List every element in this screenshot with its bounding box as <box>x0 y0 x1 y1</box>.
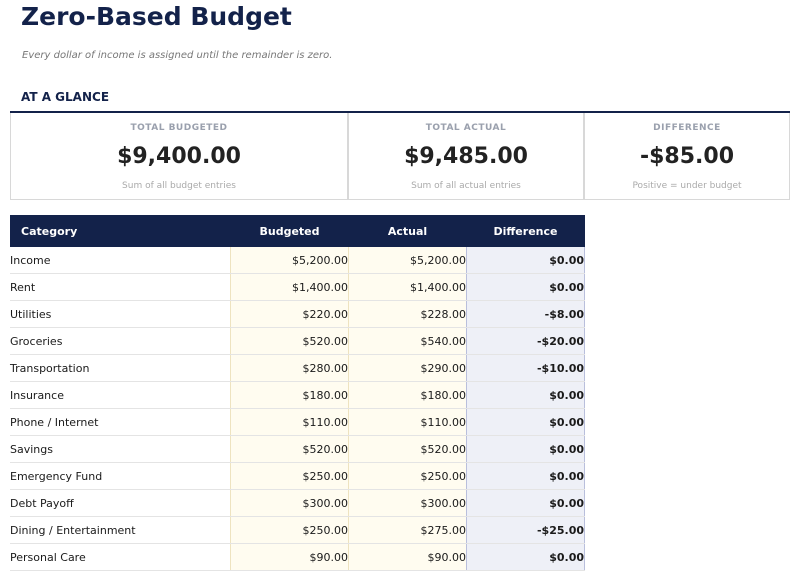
column-header: Category <box>10 215 231 247</box>
card-label: TOTAL ACTUAL <box>425 123 507 133</box>
card-value: $9,485.00 <box>404 144 528 169</box>
card-label: DIFFERENCE <box>653 123 721 133</box>
amount-cell: $290.00 <box>348 354 467 382</box>
card-note: Positive = under budget <box>632 181 742 191</box>
amount-cell: -$20.00 <box>466 327 585 355</box>
table-row: Groceries $520.00 $540.00 -$20.00 <box>10 327 585 355</box>
amount-cell: $180.00 <box>230 381 349 409</box>
category-cell: Groceries <box>10 327 231 355</box>
amount-cell: $280.00 <box>230 354 349 382</box>
amount-cell: $5,200.00 <box>230 247 349 274</box>
column-header: Budgeted <box>230 215 349 247</box>
amount-cell: $520.00 <box>230 327 349 355</box>
amount-cell: $110.00 <box>230 408 349 436</box>
summary-card: TOTAL ACTUAL $9,485.00 Sum of all actual e… <box>348 113 584 200</box>
amount-cell: $220.00 <box>230 300 349 328</box>
amount-cell: $275.00 <box>348 516 467 544</box>
amount-cell: $1,400.00 <box>348 273 467 301</box>
divider <box>10 111 790 113</box>
table-row: Dining / Entertainment $250.00 $275.00 -$25… <box>10 516 585 544</box>
subtitle: Every dollar of income is assigned until… <box>22 50 333 61</box>
category-cell: Income <box>10 247 231 274</box>
amount-cell: $0.00 <box>466 462 585 490</box>
budget-table: Category Budgeted Actual Difference Income $5… <box>10 215 585 571</box>
table-row: Savings $520.00 $520.00 $0.00 <box>10 435 585 463</box>
header-row: Category Budgeted Actual Difference <box>10 215 585 247</box>
category-cell: Rent <box>10 273 231 301</box>
amount-cell: $0.00 <box>466 435 585 463</box>
title: Zero-Based Budget <box>21 2 292 31</box>
amount-cell: -$25.00 <box>466 516 585 544</box>
amount-cell: $300.00 <box>230 489 349 517</box>
amount-cell: $250.00 <box>348 462 467 490</box>
category-cell: Dining / Entertainment <box>10 516 231 544</box>
card-value: $9,400.00 <box>117 144 241 169</box>
column-header: Difference <box>466 215 585 247</box>
card-note: Sum of all actual entries <box>411 181 521 191</box>
amount-cell: $520.00 <box>348 435 467 463</box>
summary-card: TOTAL BUDGETED $9,400.00 Sum of all budget… <box>10 113 348 200</box>
amount-cell: $0.00 <box>466 408 585 436</box>
category-cell: Savings <box>10 435 231 463</box>
table-row: Transportation $280.00 $290.00 -$10.00 <box>10 354 585 382</box>
category-cell: Insurance <box>10 381 231 409</box>
table-row: Phone / Internet $110.00 $110.00 $0.00 <box>10 408 585 436</box>
amount-cell: $90.00 <box>230 543 349 571</box>
amount-cell: $0.00 <box>466 381 585 409</box>
table-row: Emergency Fund $250.00 $250.00 $0.00 <box>10 462 585 490</box>
amount-cell: -$8.00 <box>466 300 585 328</box>
table-row: Insurance $180.00 $180.00 $0.00 <box>10 381 585 409</box>
amount-cell: $110.00 <box>348 408 467 436</box>
category-cell: Transportation <box>10 354 231 382</box>
amount-cell: $0.00 <box>466 247 585 274</box>
amount-cell: $250.00 <box>230 516 349 544</box>
summary-cards: TOTAL BUDGETED $9,400.00 Sum of all budget… <box>10 113 790 200</box>
table-row: Utilities $220.00 $228.00 -$8.00 <box>10 300 585 328</box>
amount-cell: $0.00 <box>466 489 585 517</box>
amount-cell: $180.00 <box>348 381 467 409</box>
category-cell: Utilities <box>10 300 231 328</box>
amount-cell: $1,400.00 <box>230 273 349 301</box>
amount-cell: $228.00 <box>348 300 467 328</box>
amount-cell: $5,200.00 <box>348 247 467 274</box>
section-heading: AT A GLANCE <box>21 90 110 104</box>
category-cell: Debt Payoff <box>10 489 231 517</box>
amount-cell: -$10.00 <box>466 354 585 382</box>
card-note: Sum of all budget entries <box>122 181 236 191</box>
category-cell: Emergency Fund <box>10 462 231 490</box>
summary-card: DIFFERENCE -$85.00 Positive = under budget <box>584 113 790 200</box>
amount-cell: $300.00 <box>348 489 467 517</box>
amount-cell: $0.00 <box>466 273 585 301</box>
amount-cell: $0.00 <box>466 543 585 571</box>
table-row: Rent $1,400.00 $1,400.00 $0.00 <box>10 273 585 301</box>
amount-cell: $90.00 <box>348 543 467 571</box>
amount-cell: $540.00 <box>348 327 467 355</box>
category-cell: Phone / Internet <box>10 408 231 436</box>
category-cell: Personal Care <box>10 543 231 571</box>
column-header: Actual <box>348 215 467 247</box>
table-row: Income $5,200.00 $5,200.00 $0.00 <box>10 247 585 274</box>
table-row: Debt Payoff $300.00 $300.00 $0.00 <box>10 489 585 517</box>
table-row: Personal Care $90.00 $90.00 $0.00 <box>10 543 585 571</box>
card-value: -$85.00 <box>639 144 735 169</box>
amount-cell: $250.00 <box>230 462 349 490</box>
card-label: TOTAL BUDGETED <box>130 123 228 133</box>
amount-cell: $520.00 <box>230 435 349 463</box>
